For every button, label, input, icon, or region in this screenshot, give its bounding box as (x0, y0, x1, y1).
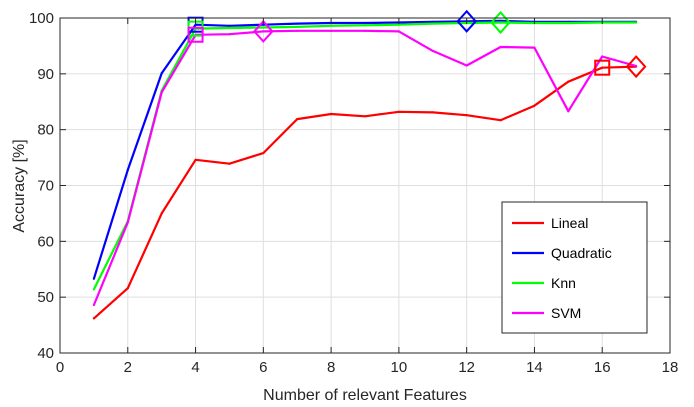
data-point-lineal (431, 111, 434, 114)
data-point-lineal (567, 80, 570, 83)
data-point-lineal (363, 115, 367, 118)
y-tick-label: 50 (37, 289, 54, 306)
x-tick-label: 12 (458, 359, 475, 376)
y-tick-label: 90 (37, 66, 54, 83)
data-point-knn (262, 26, 265, 29)
data-point-svm (262, 30, 265, 33)
data-point-lineal (262, 152, 265, 155)
data-point-quadratic (194, 23, 197, 26)
data-point-lineal (228, 162, 231, 165)
data-point-lineal (92, 317, 95, 320)
x-axis-title: Number of relevant Features (263, 387, 467, 404)
x-tick-label: 6 (259, 359, 267, 376)
data-point-lineal (601, 66, 604, 69)
data-point-svm (330, 29, 333, 32)
axis-ticks: 0 2 4 6 8 10 12 14 16 18 40 50 60 70 80 90 100 (29, 10, 678, 376)
series-lines (92, 19, 638, 320)
legend-label-knn: Knn (551, 275, 576, 291)
data-point-knn (397, 23, 400, 26)
y-tick-label: 80 (37, 122, 54, 139)
y-axis-title: Accuracy [%] (11, 139, 28, 232)
data-point-knn (567, 21, 570, 25)
data-point-svm (397, 30, 400, 33)
data-point-knn (228, 26, 231, 30)
data-point-svm (92, 303, 95, 307)
data-point-svm (228, 33, 231, 36)
data-point-svm (499, 45, 502, 49)
data-point-knn (431, 22, 434, 25)
data-point-knn (363, 24, 367, 27)
x-tick-label: 14 (526, 359, 543, 376)
data-point-quadratic (296, 22, 299, 25)
data-point-lineal (397, 110, 400, 113)
square-marker-svm (187, 26, 204, 43)
data-point-svm (567, 110, 570, 113)
y-tick-label: 100 (29, 10, 54, 27)
legend-label-quadratic: Quadratic (551, 245, 612, 261)
legend-label-svm: SVM (551, 305, 581, 321)
data-point-svm (126, 221, 129, 224)
x-tick-label: 4 (191, 359, 199, 376)
data-point-knn (330, 24, 333, 27)
x-tick-label: 16 (594, 359, 611, 376)
data-point-svm (363, 29, 367, 32)
x-tick-label: 0 (56, 359, 64, 376)
data-point-quadratic (92, 277, 95, 280)
data-point-lineal (194, 158, 197, 161)
x-tick-label: 2 (124, 359, 132, 376)
data-point-quadratic (499, 19, 502, 22)
data-point-svm (431, 49, 434, 53)
data-point-quadratic (160, 72, 163, 75)
data-point-svm (635, 64, 638, 68)
data-point-lineal (330, 112, 333, 116)
data-point-svm (296, 29, 299, 32)
diamond-marker-knn (490, 10, 511, 34)
data-point-quadratic (126, 168, 129, 171)
data-point-quadratic (228, 24, 231, 27)
data-point-svm (601, 55, 604, 58)
diamond-marker-lineal (625, 55, 647, 79)
diamond-marker-svm (252, 19, 274, 43)
data-point-quadratic (363, 21, 367, 25)
data-point-knn (635, 21, 638, 24)
square-marker-lineal (594, 59, 611, 76)
data-point-knn (296, 25, 299, 29)
legend-label-lineal: Lineal (551, 215, 588, 231)
data-point-knn (499, 21, 502, 24)
x-tick-label: 10 (391, 359, 408, 376)
y-tick-label: 60 (37, 233, 54, 250)
data-point-quadratic (431, 20, 434, 24)
y-tick-label: 40 (37, 345, 54, 362)
data-point-lineal (465, 114, 468, 117)
data-point-quadratic (262, 23, 265, 26)
x-tick-label: 18 (662, 359, 679, 376)
x-tick-label: 8 (327, 359, 335, 376)
data-point-lineal (533, 104, 536, 107)
legend: Lineal Quadratic Knn SVM (501, 201, 648, 334)
data-point-lineal (160, 212, 163, 215)
data-point-svm (465, 64, 468, 67)
data-point-lineal (499, 119, 502, 122)
data-point-knn (92, 288, 95, 291)
data-point-lineal (296, 117, 299, 121)
data-point-lineal (126, 287, 129, 290)
data-point-svm (160, 91, 163, 94)
y-tick-label: 70 (37, 178, 54, 195)
data-point-svm (533, 46, 536, 49)
